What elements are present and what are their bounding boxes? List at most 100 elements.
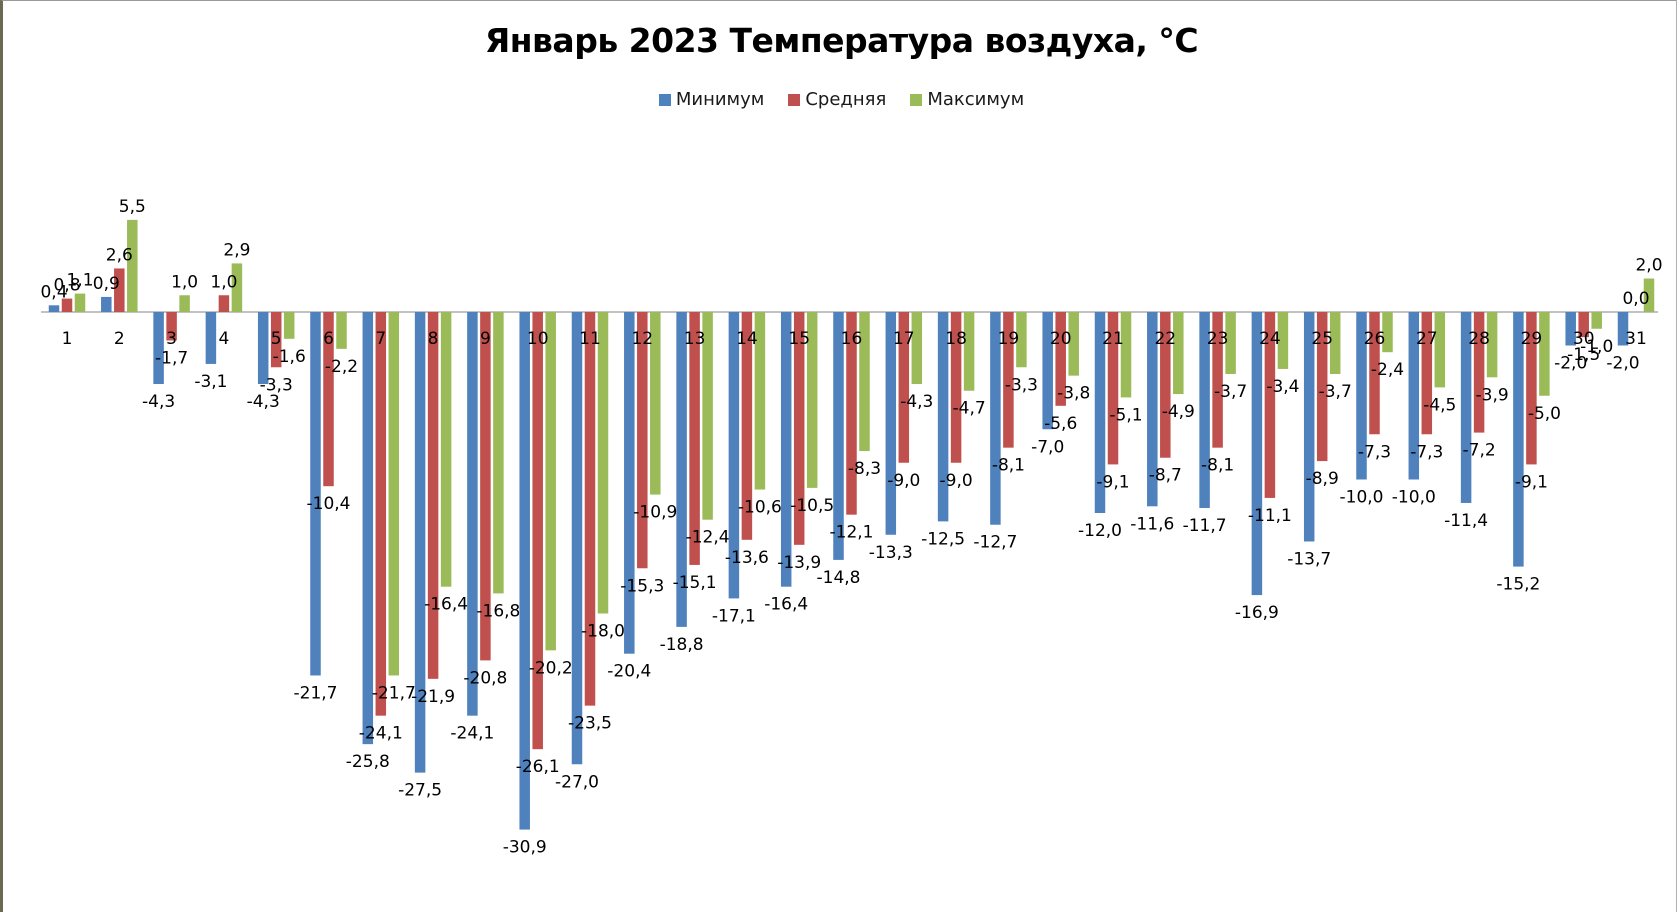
bar-avg-day-19 xyxy=(1003,312,1014,448)
bar-avg-day-28 xyxy=(1473,312,1485,433)
bar-min-day-2 xyxy=(101,296,112,312)
bar-max-day-5 xyxy=(283,312,295,339)
bar-min-day-25 xyxy=(1303,312,1315,542)
bar-min-day-17 xyxy=(885,312,897,535)
data-label-min: -4,3 xyxy=(142,392,175,412)
x-tick-label: 21 xyxy=(1102,329,1124,349)
bar-max-day-18 xyxy=(963,312,975,391)
bar-max-day-14 xyxy=(754,312,766,490)
bar-avg-day-9 xyxy=(480,312,491,661)
x-tick-label: 8 xyxy=(428,329,439,349)
x-tick-label: 18 xyxy=(945,329,967,349)
bar-max-day-23 xyxy=(1225,312,1236,374)
data-label-max: -1,0 xyxy=(1580,337,1613,357)
bar-max-day-15 xyxy=(806,312,818,488)
bar-min-day-28 xyxy=(1460,312,1472,503)
data-label-min: -12,0 xyxy=(1078,521,1122,541)
data-label-max: -3,7 xyxy=(1319,382,1352,402)
data-label-min: 0,9 xyxy=(93,274,120,294)
data-label-min: -17,1 xyxy=(712,606,756,626)
bar-max-day-2 xyxy=(127,219,138,313)
data-label-max: -12,4 xyxy=(686,528,730,548)
bar-min-day-3 xyxy=(153,312,164,385)
data-label-max: 2,0 xyxy=(1635,256,1662,276)
x-tick-label: 2 xyxy=(114,329,125,349)
data-label-avg: -15,3 xyxy=(620,576,664,596)
x-tick-label: 17 xyxy=(893,329,915,349)
bar-max-day-26 xyxy=(1382,312,1393,353)
data-label-min: -13,7 xyxy=(1287,549,1331,569)
x-tick-label: 5 xyxy=(271,329,282,349)
data-label-min: -24,1 xyxy=(450,724,494,744)
data-label-avg: -24,1 xyxy=(359,724,403,744)
data-label-avg: -8,9 xyxy=(1306,469,1339,489)
data-label-avg: -1,5 xyxy=(1567,345,1600,365)
data-label-min: -3,1 xyxy=(194,372,227,392)
plot-area: 1 2 3 4 5 6 7 8 9 10 11 12 13 14 15 16 17 18 19 20 21 22 23 24 2… xyxy=(40,197,1662,858)
bar-max-day-6 xyxy=(336,312,347,349)
bar-min-day-30 xyxy=(1565,312,1576,346)
data-label-min: -27,5 xyxy=(398,781,442,801)
data-label-max: -2,4 xyxy=(1371,360,1404,380)
bar-min-day-5 xyxy=(257,312,269,385)
x-tick-label: 19 xyxy=(998,329,1020,349)
data-label-max: -4,9 xyxy=(1162,402,1195,422)
data-label-max: -10,5 xyxy=(790,496,834,516)
data-label-avg: -9,1 xyxy=(1515,472,1548,492)
bar-max-day-27 xyxy=(1434,312,1446,388)
data-label-min: -14,8 xyxy=(817,568,861,588)
data-label-max: -4,5 xyxy=(1423,395,1456,415)
bar-avg-day-26 xyxy=(1369,312,1380,435)
bar-min-day-31 xyxy=(1617,312,1629,346)
data-label-max: -16,8 xyxy=(476,601,520,621)
data-label-min: -30,9 xyxy=(503,838,547,858)
bar-max-day-4 xyxy=(231,263,243,312)
data-label-max: -21,7 xyxy=(372,683,416,703)
data-label-avg: -8,7 xyxy=(1149,466,1182,486)
bar-avg-day-25 xyxy=(1316,312,1328,462)
bar-min-day-11 xyxy=(571,312,583,765)
bar-avg-day-7 xyxy=(375,312,387,716)
x-tick-label: 22 xyxy=(1154,329,1176,349)
bar-avg-day-11 xyxy=(584,312,596,706)
bar-avg-day-30 xyxy=(1578,312,1589,338)
data-label-max: -3,3 xyxy=(1005,375,1038,395)
bar-avg-day-2 xyxy=(114,268,125,312)
bar-max-day-9 xyxy=(493,312,504,594)
bar-min-day-22 xyxy=(1147,312,1158,507)
bar-avg-day-1 xyxy=(61,298,73,312)
legend: Минимум Средняя Максимум xyxy=(3,89,1677,110)
data-label-max: -3,7 xyxy=(1214,382,1247,402)
bar-min-day-1 xyxy=(48,305,60,312)
x-tick-label: 16 xyxy=(841,329,863,349)
data-label-max: -10,9 xyxy=(633,503,677,523)
x-tick-label: 29 xyxy=(1521,329,1543,349)
bar-max-day-1 xyxy=(74,293,86,312)
data-label-max: -3,4 xyxy=(1266,377,1299,397)
x-tick-label: 3 xyxy=(166,329,177,349)
x-tick-label: 15 xyxy=(788,329,810,349)
data-label-avg: -26,1 xyxy=(516,757,560,777)
data-label-min: -7,0 xyxy=(1031,437,1064,457)
data-label-min: -16,4 xyxy=(764,595,808,615)
bar-min-day-8 xyxy=(414,312,426,773)
data-label-avg: 0,0 xyxy=(1622,289,1649,309)
bar-avg-day-13 xyxy=(689,312,700,565)
bar-avg-day-12 xyxy=(637,312,648,569)
legend-entry-max: Максимум xyxy=(910,89,1024,110)
bar-max-day-17 xyxy=(911,312,923,385)
bar-min-day-4 xyxy=(205,312,217,364)
bar-max-day-29 xyxy=(1539,312,1550,396)
data-label-avg: -21,9 xyxy=(411,687,455,707)
data-label-max: -5,0 xyxy=(1528,404,1561,424)
bar-min-day-14 xyxy=(728,312,740,599)
data-label-min: -15,2 xyxy=(1496,575,1540,595)
data-label-avg: -23,5 xyxy=(568,714,612,734)
data-label-avg: -1,7 xyxy=(155,348,188,368)
data-label-max: -4,3 xyxy=(900,392,933,412)
data-label-avg: -9,1 xyxy=(1096,472,1129,492)
data-label-min: -10,0 xyxy=(1392,488,1436,508)
bar-max-day-11 xyxy=(597,312,609,614)
bar-max-day-19 xyxy=(1016,312,1027,368)
